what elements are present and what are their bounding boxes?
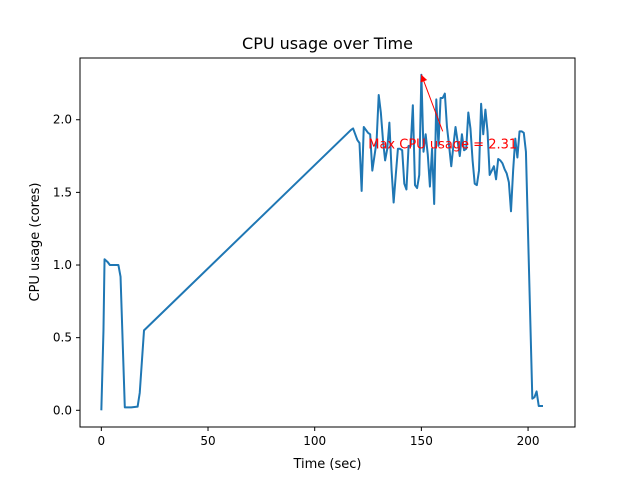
x-tick-label: 150 <box>410 434 433 448</box>
y-axis-ticks: 0.0 0.5 1.0 1.5 2.0 <box>53 113 80 417</box>
x-tick-label: 100 <box>303 434 326 448</box>
x-tick-label: 50 <box>200 434 215 448</box>
annotation-arrow-head <box>420 74 428 83</box>
cpu-usage-line <box>100 73 543 411</box>
annotation-layer: Max CPU usage = 2.31 <box>368 74 517 152</box>
y-tick-label: 2.0 <box>53 113 72 127</box>
x-axis-label: Time (sec) <box>292 457 361 472</box>
chart-title: CPU usage over Time <box>242 34 413 53</box>
plot-area <box>100 73 543 411</box>
y-axis-label: CPU usage (cores) <box>28 183 43 302</box>
y-tick-label: 1.0 <box>53 258 72 272</box>
max-cpu-annotation-text: Max CPU usage = 2.31 <box>368 137 517 152</box>
x-axis-ticks: 0 50 100 150 200 <box>98 427 540 448</box>
y-tick-label: 1.5 <box>53 185 72 199</box>
y-tick-label: 0.5 <box>53 331 72 345</box>
y-tick-label: 0.0 <box>53 403 72 417</box>
annotation-arrow <box>420 74 444 132</box>
plot-frame <box>79 57 576 428</box>
x-tick-label: 200 <box>517 434 540 448</box>
x-tick-label: 0 <box>98 434 106 448</box>
